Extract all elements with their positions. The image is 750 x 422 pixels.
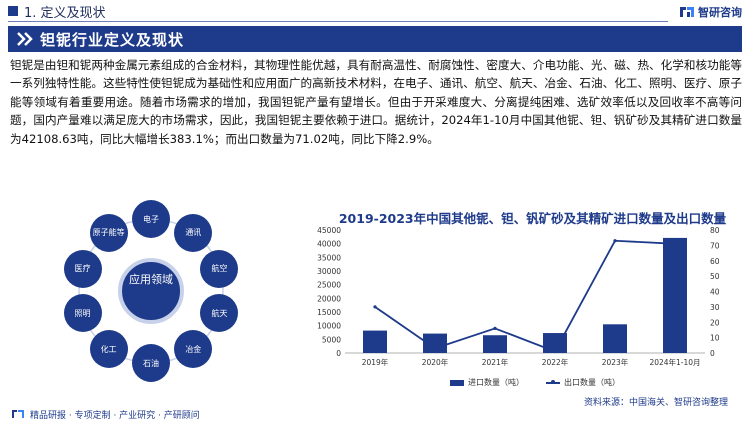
export-point xyxy=(553,349,557,354)
diagram-node: 石油 xyxy=(132,344,170,382)
y-right-tick-label: 30 xyxy=(710,303,720,312)
double-chevron-icon xyxy=(17,32,33,46)
footer: 精品研报 · 专项定制 · 产业研究 · 产研顾问 xyxy=(8,408,742,422)
section-title: 1. 定义及现状 xyxy=(24,6,106,21)
section-marker xyxy=(8,6,18,16)
diagram-hub: 应用领域 xyxy=(118,258,184,324)
diagram-node: 航空 xyxy=(200,249,239,288)
page-title: 钽铌行业定义及现状 xyxy=(40,31,185,49)
diagram-node: 电子 xyxy=(132,200,170,238)
diagram-node-label: 石油 xyxy=(143,358,159,368)
diagram-node: 航天 xyxy=(200,294,239,333)
diagram-node-label: 化工 xyxy=(100,344,117,354)
y-right-tick-label: 20 xyxy=(710,318,720,327)
import-bar xyxy=(663,237,687,353)
diagram-node: 冶金 xyxy=(174,330,213,369)
import-bar xyxy=(423,333,447,353)
export-point xyxy=(613,239,617,243)
diagram-node: 医疗 xyxy=(63,249,102,288)
y-right-tick-label: 10 xyxy=(710,334,720,343)
export-point xyxy=(373,305,377,309)
export-point xyxy=(673,242,677,246)
chart-legend: 进口数量（吨） 出口数量（吨） xyxy=(450,377,620,388)
diagram-node-label: 冶金 xyxy=(185,344,202,354)
diagram-node-label: 原子能等 xyxy=(92,228,125,238)
y-left-tick-label: 35000 xyxy=(317,253,341,262)
y-left-tick-label: 30000 xyxy=(317,267,341,276)
y-left-tick-label: 20000 xyxy=(317,294,341,303)
legend-import-label: 进口数量（吨） xyxy=(468,378,524,387)
title-banner: 钽铌行业定义及现状 xyxy=(8,26,742,52)
diagram-node-label: 电子 xyxy=(143,214,159,224)
y-left-tick-label: 45000 xyxy=(317,226,341,235)
top-header: 1. 定义及现状 智研咨询 xyxy=(0,0,750,24)
diagram-node-label: 航空 xyxy=(211,264,228,274)
header-divider xyxy=(8,21,668,22)
diagram-node-label: 航天 xyxy=(211,308,228,318)
import-bar xyxy=(543,333,567,353)
y-left-tick-label: 0 xyxy=(336,349,341,358)
hub-label: 应用领域 xyxy=(129,273,173,286)
brand-logo-icon xyxy=(680,7,694,17)
diagram-node: 化工 xyxy=(89,330,128,369)
x-tick-label: 2019年 xyxy=(362,357,389,367)
diagram-node-label: 通讯 xyxy=(185,228,202,238)
y-left-tick-label: 40000 xyxy=(317,240,341,249)
x-tick-label: 2021年 xyxy=(482,357,509,367)
diagram-node-label: 医疗 xyxy=(74,264,91,274)
legend-line-swatch xyxy=(546,379,560,384)
source-note: 资料来源：中国海关、智研咨询整理 xyxy=(583,398,728,408)
legend-export-label: 出口数量（吨） xyxy=(564,378,620,387)
y-left-tick-label: 5000 xyxy=(322,335,341,344)
y-right-tick-label: 0 xyxy=(710,349,715,358)
import-export-chart: 0 5000 10000 15000 20000 25000 30000 35000 40000… xyxy=(317,226,720,367)
export-point xyxy=(433,346,437,350)
diagram-node: 原子能等 xyxy=(89,213,128,252)
y-right-tick-label: 80 xyxy=(710,226,720,235)
y-right-tick-label: 70 xyxy=(710,241,720,250)
import-bar xyxy=(603,324,627,353)
legend-export: 出口数量（吨） xyxy=(546,377,620,388)
import-bar xyxy=(363,330,387,353)
x-tick-label: 2023年 xyxy=(602,357,629,367)
y-left-tick-label: 25000 xyxy=(317,281,341,290)
legend-import: 进口数量（吨） xyxy=(450,377,524,388)
y-right-tick-label: 40 xyxy=(710,288,720,297)
y-left-tick-label: 10000 xyxy=(317,322,341,331)
application-diagram: 应用领域 电子通讯航空航天冶金石油 化工 照明 医疗 原子能等 xyxy=(30,200,270,390)
brand-name: 智研咨询 xyxy=(698,6,742,19)
y-right-tick-label: 50 xyxy=(710,272,720,281)
intro-paragraph: 钽铌是由钽和铌两种金属元素组成的合金材料，其物理性能优越，具有耐高温性、耐腐蚀性… xyxy=(10,58,742,146)
diagram-node: 照明 xyxy=(63,294,102,333)
legend-bar-swatch xyxy=(450,379,464,386)
diagram-node: 通讯 xyxy=(174,213,213,252)
brand[interactable]: 智研咨询 xyxy=(679,4,742,20)
export-line xyxy=(374,239,676,353)
export-point xyxy=(493,326,497,330)
footer-logo-icon xyxy=(12,410,24,418)
diagram-node-label: 照明 xyxy=(74,308,91,318)
y-left-tick-label: 15000 xyxy=(317,308,341,317)
x-tick-label: 2022年 xyxy=(542,357,569,367)
y-right-tick-label: 60 xyxy=(710,257,720,266)
x-tick-label: 2020年 xyxy=(422,357,449,367)
x-tick-label: 2024年1-10月 xyxy=(649,357,700,367)
import-bar xyxy=(483,335,507,353)
footer-text: 精品研报 · 专项定制 · 产业研究 · 产研顾问 xyxy=(30,411,200,421)
chart-title: 2019-2023年中国其他铌、钽、钒矿砂及其精矿进口数量及出口数量 xyxy=(338,211,727,226)
